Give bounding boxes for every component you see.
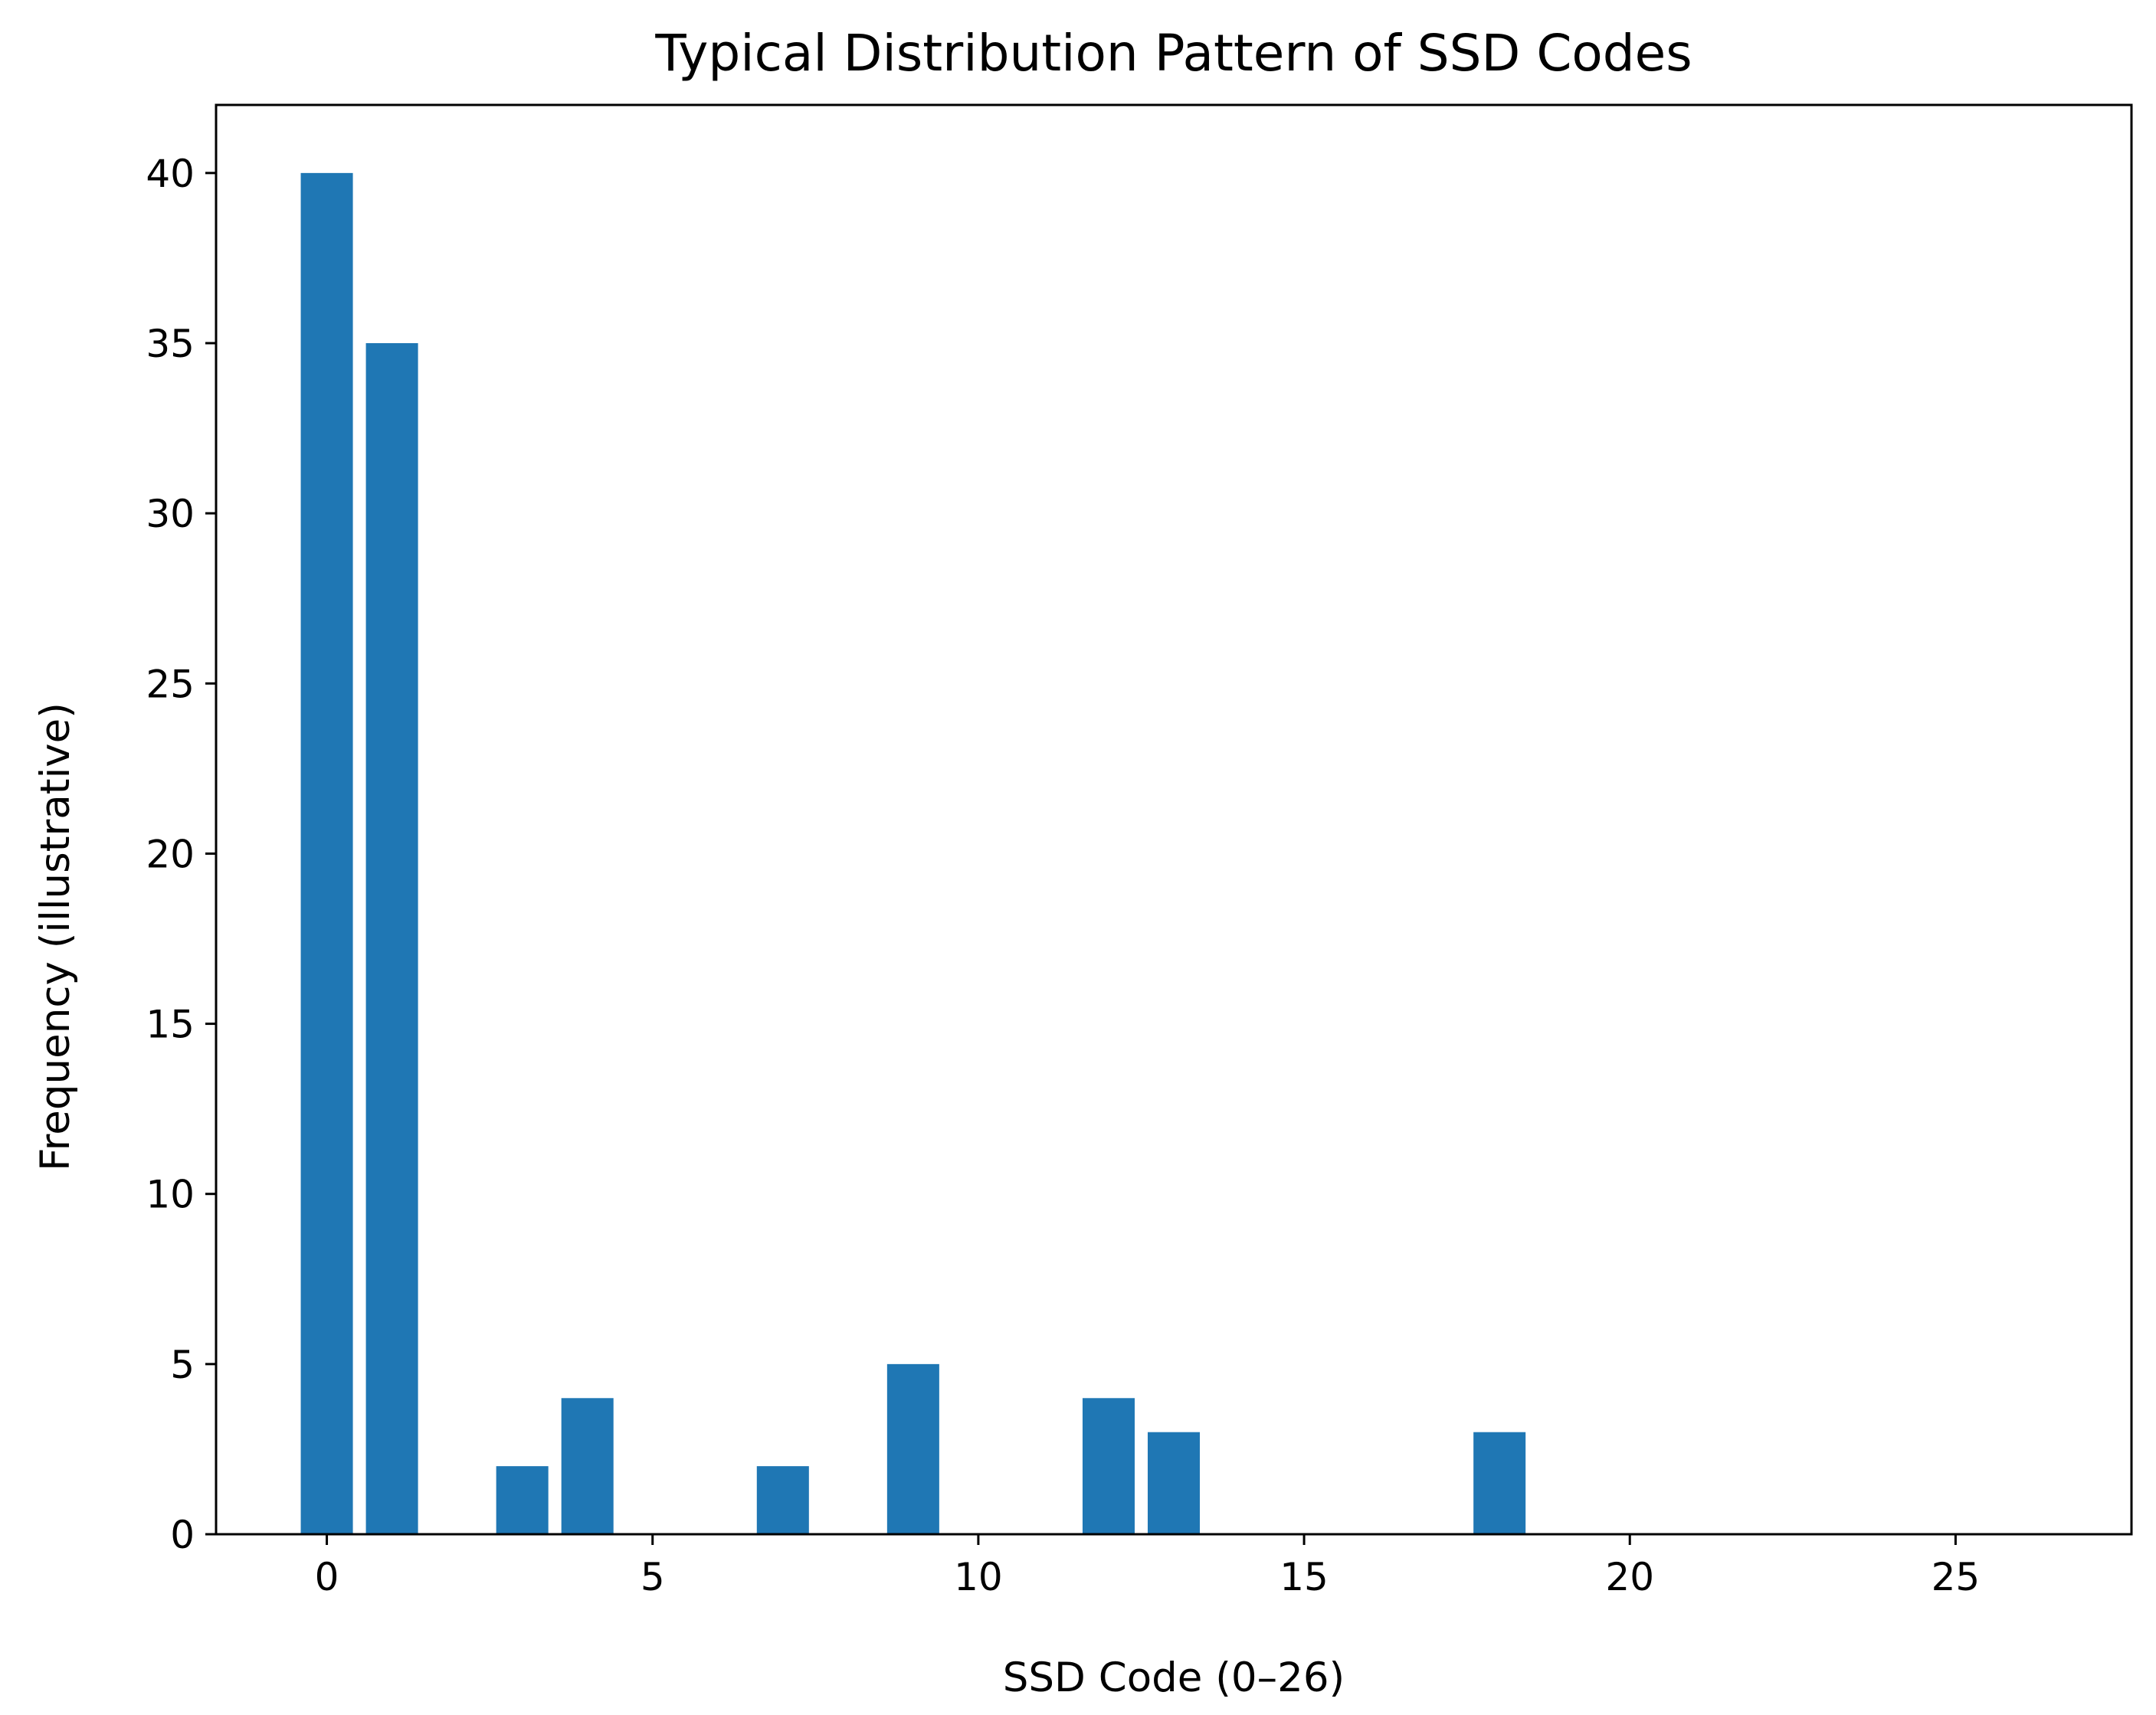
bar-ssd-12 <box>1082 1398 1135 1534</box>
y-tick-label-20: 20 <box>146 832 195 876</box>
x-tick-label-0: 0 <box>315 1555 339 1599</box>
bar-ssd-3 <box>496 1466 549 1534</box>
x-tick-label-10: 10 <box>954 1555 1003 1599</box>
plot-area: 0 5 10 15 20 25 0 5 10 15 20 25 30 35 40 <box>146 103 2133 1599</box>
bar-ssd-4 <box>561 1398 614 1534</box>
y-tick-label-40: 40 <box>146 152 195 196</box>
chart-title: Typical Distribution Pattern of SSD Code… <box>654 24 1692 83</box>
bar-ssd-13 <box>1147 1432 1201 1534</box>
bar-ssd-9 <box>886 1363 939 1534</box>
y-tick-label-10: 10 <box>146 1173 195 1217</box>
y-tick-label-35: 35 <box>146 322 195 366</box>
y-tick-label-5: 5 <box>170 1343 195 1387</box>
y-tick-label-25: 25 <box>146 662 195 706</box>
bar-ssd-0 <box>300 172 353 1534</box>
bar-ssd-1 <box>365 343 418 1534</box>
x-tick-label-15: 15 <box>1280 1555 1329 1599</box>
y-tick-label-15: 15 <box>146 1003 195 1047</box>
x-axis-label: SSD Code (0–26) <box>1003 1654 1345 1701</box>
bar-ssd-18 <box>1473 1432 1526 1534</box>
x-tick-label-20: 20 <box>1605 1555 1654 1599</box>
x-tick-label-5: 5 <box>641 1555 665 1599</box>
plot-frame <box>215 103 2133 1536</box>
y-axis-label: Frequency (illustrative) <box>32 702 79 1171</box>
bar-ssd-7 <box>756 1466 809 1534</box>
y-tick-label-30: 30 <box>146 492 195 536</box>
x-tick-label-25: 25 <box>1932 1555 1981 1599</box>
y-tick-label-0: 0 <box>170 1513 195 1557</box>
